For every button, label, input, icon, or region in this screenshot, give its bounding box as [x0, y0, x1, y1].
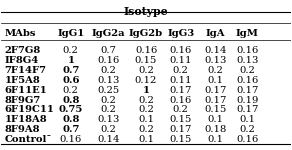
Text: 0.16: 0.16	[170, 96, 192, 105]
Text: 0.75: 0.75	[59, 105, 83, 114]
Text: 0.15: 0.15	[204, 105, 227, 114]
Text: 0.6: 0.6	[62, 76, 79, 85]
Text: 0.2: 0.2	[100, 105, 116, 114]
Text: IgG3: IgG3	[167, 29, 194, 38]
Text: 0.2: 0.2	[138, 125, 154, 134]
Text: 0.2: 0.2	[138, 96, 154, 105]
Text: 2F7G8: 2F7G8	[4, 46, 41, 55]
Text: 0.12: 0.12	[135, 76, 157, 85]
Text: IgG2b: IgG2b	[129, 29, 163, 38]
Text: IgG2a: IgG2a	[92, 29, 125, 38]
Text: 0.15: 0.15	[170, 135, 192, 144]
Text: 0.1: 0.1	[207, 115, 223, 124]
Text: Control¯: Control¯	[4, 135, 52, 144]
Text: 0.7: 0.7	[62, 125, 79, 134]
Text: 6F11E1: 6F11E1	[4, 86, 47, 95]
Text: 0.2: 0.2	[100, 96, 116, 105]
Text: 0.1: 0.1	[207, 135, 223, 144]
Text: 6F19C11: 6F19C11	[4, 105, 54, 114]
Text: 0.25: 0.25	[97, 86, 119, 95]
Text: 0.2: 0.2	[138, 105, 154, 114]
Text: 0.19: 0.19	[236, 96, 258, 105]
Text: 0.17: 0.17	[236, 105, 258, 114]
Text: 0.2: 0.2	[138, 66, 154, 75]
Text: 0.2: 0.2	[239, 66, 255, 75]
Text: 0.13: 0.13	[236, 56, 258, 65]
Text: MAbs: MAbs	[4, 29, 36, 38]
Text: 0.1: 0.1	[138, 135, 154, 144]
Text: Isotype: Isotype	[124, 6, 168, 17]
Text: 0.15: 0.15	[135, 56, 157, 65]
Text: 8F9G7: 8F9G7	[4, 96, 41, 105]
Text: 0.8: 0.8	[62, 115, 79, 124]
Text: 0.16: 0.16	[236, 76, 258, 85]
Text: 0.8: 0.8	[62, 96, 79, 105]
Text: 1: 1	[142, 86, 150, 95]
Text: 7F14F7: 7F14F7	[4, 66, 46, 75]
Text: 0.2: 0.2	[208, 66, 223, 75]
Text: 0.17: 0.17	[204, 86, 227, 95]
Text: 0.16: 0.16	[236, 46, 258, 55]
Text: 1: 1	[67, 56, 74, 65]
Text: 0.2: 0.2	[100, 66, 116, 75]
Text: 0.2: 0.2	[173, 66, 189, 75]
Text: 0.17: 0.17	[204, 96, 227, 105]
Text: 0.17: 0.17	[236, 86, 258, 95]
Text: 8F9A8: 8F9A8	[4, 125, 40, 134]
Text: 0.1: 0.1	[207, 76, 223, 85]
Text: IgA: IgA	[206, 29, 225, 38]
Text: 1F18A8: 1F18A8	[4, 115, 47, 124]
Text: 0.1: 0.1	[239, 115, 255, 124]
Text: 1F5A8: 1F5A8	[4, 76, 40, 85]
Text: 0.2: 0.2	[63, 46, 79, 55]
Text: 0.13: 0.13	[97, 115, 120, 124]
Text: 0.14: 0.14	[97, 135, 120, 144]
Text: IgG1: IgG1	[57, 29, 84, 38]
Text: 0.2: 0.2	[173, 105, 189, 114]
Text: IF8G4: IF8G4	[4, 56, 39, 65]
Text: 0.2: 0.2	[239, 125, 255, 134]
Text: 0.18: 0.18	[204, 125, 227, 134]
Text: 0.7: 0.7	[62, 66, 79, 75]
Text: 0.11: 0.11	[169, 56, 192, 65]
Text: 0.13: 0.13	[204, 56, 227, 65]
Text: 0.13: 0.13	[97, 76, 120, 85]
Text: 0.2: 0.2	[63, 86, 79, 95]
Text: 0.16: 0.16	[170, 46, 192, 55]
Text: 0.17: 0.17	[170, 125, 192, 134]
Text: 0.1: 0.1	[138, 115, 154, 124]
Text: 0.16: 0.16	[97, 56, 119, 65]
Text: 0.2: 0.2	[100, 125, 116, 134]
Text: 0.14: 0.14	[204, 46, 227, 55]
Text: IgM: IgM	[236, 29, 259, 38]
Text: 0.16: 0.16	[135, 46, 157, 55]
Text: 0.17: 0.17	[170, 86, 192, 95]
Text: 0.16: 0.16	[236, 135, 258, 144]
Text: 0.16: 0.16	[60, 135, 82, 144]
Text: 0.15: 0.15	[170, 115, 192, 124]
Text: 0.7: 0.7	[100, 46, 116, 55]
Text: 0.11: 0.11	[169, 76, 192, 85]
